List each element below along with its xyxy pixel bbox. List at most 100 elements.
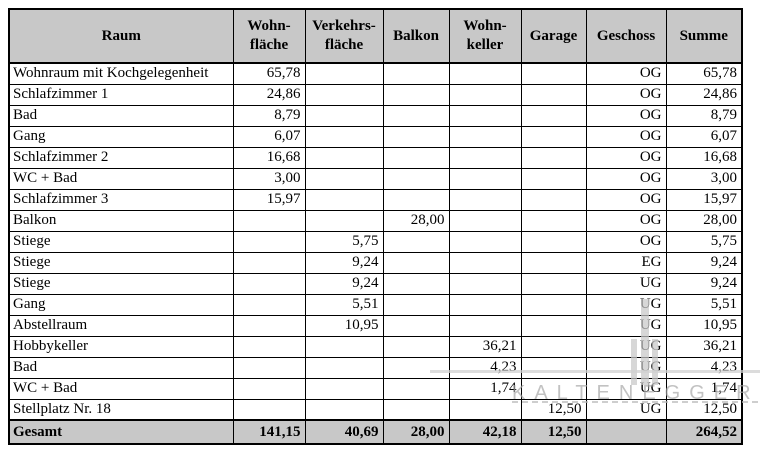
col-header-verkehrsflaeche: Verkehrs- fläche (304, 8, 384, 64)
cell-summe: 24,86 (665, 83, 743, 106)
cell-balkon (382, 251, 450, 274)
total-row: Gesamt 141,15 40,69 28,00 42,18 12,50 26… (8, 419, 743, 445)
table-row: Schlafzimmer 2 16,68 OG 16,68 (8, 146, 743, 169)
cell-raum: Bad (8, 104, 234, 127)
cell-wohnkeller (448, 398, 522, 421)
cell-summe: 3,00 (665, 167, 743, 190)
table-row: WC + Bad 3,00 OG 3,00 (8, 167, 743, 190)
cell-garage (520, 251, 587, 274)
table-row: Schlafzimmer 3 15,97 OG 15,97 (8, 188, 743, 211)
cell-wohnkeller (448, 104, 522, 127)
cell-wohnkeller (448, 293, 522, 316)
cell-summe: 10,95 (665, 314, 743, 337)
cell-verkehrsflaeche (304, 167, 384, 190)
cell-summe: 6,07 (665, 125, 743, 148)
cell-raum: Bad (8, 356, 234, 379)
cell-raum: Hobbykeller (8, 335, 234, 358)
room-area-table: Raum Wohn- fläche Verkehrs- fläche Balko… (8, 8, 743, 445)
cell-wohnflaeche (232, 356, 306, 379)
cell-wohnkeller (448, 230, 522, 253)
cell-balkon (382, 335, 450, 358)
table-body: Wohnraum mit Kochgelegenheit 65,78 OG 65,78… (8, 62, 743, 421)
cell-balkon (382, 167, 450, 190)
cell-wohnkeller: 36,21 (448, 335, 522, 358)
cell-raum: Schlafzimmer 2 (8, 146, 234, 169)
cell-wohnflaeche: 15,97 (232, 188, 306, 211)
cell-wohnflaeche: 24,86 (232, 83, 306, 106)
cell-garage (520, 272, 587, 295)
cell-wohnflaeche (232, 335, 306, 358)
cell-balkon (382, 356, 450, 379)
cell-geschoss: OG (585, 209, 667, 232)
table-row: Gang 6,07 OG 6,07 (8, 125, 743, 148)
cell-summe: 15,97 (665, 188, 743, 211)
cell-wohnkeller (448, 125, 522, 148)
cell-verkehrsflaeche: 10,95 (304, 314, 384, 337)
cell-verkehrsflaeche (304, 335, 384, 358)
cell-verkehrsflaeche (304, 62, 384, 85)
cell-wohnflaeche (232, 377, 306, 400)
cell-geschoss: EG (585, 251, 667, 274)
table-footer: Gesamt 141,15 40,69 28,00 42,18 12,50 26… (8, 419, 743, 445)
total-balkon: 28,00 (382, 419, 450, 445)
total-label: Gesamt (8, 419, 234, 445)
cell-wohnkeller (448, 83, 522, 106)
cell-balkon (382, 398, 450, 421)
cell-summe: 12,50 (665, 398, 743, 421)
total-summe: 264,52 (665, 419, 743, 445)
cell-wohnkeller (448, 272, 522, 295)
cell-wohnflaeche (232, 314, 306, 337)
cell-raum: Stiege (8, 230, 234, 253)
cell-wohnkeller (448, 251, 522, 274)
cell-wohnflaeche: 8,79 (232, 104, 306, 127)
cell-geschoss: UG (585, 272, 667, 295)
cell-summe: 9,24 (665, 272, 743, 295)
cell-verkehrsflaeche (304, 188, 384, 211)
table-row: Wohnraum mit Kochgelegenheit 65,78 OG 65,78 (8, 62, 743, 85)
cell-balkon (382, 230, 450, 253)
cell-summe: 8,79 (665, 104, 743, 127)
cell-wohnkeller: 4,23 (448, 356, 522, 379)
cell-garage (520, 335, 587, 358)
cell-geschoss: UG (585, 377, 667, 400)
table-row: Stiege 5,75 OG 5,75 (8, 230, 743, 253)
cell-geschoss: UG (585, 293, 667, 316)
table-row: Gang 5,51 UG 5,51 (8, 293, 743, 316)
cell-summe: 1,74 (665, 377, 743, 400)
cell-balkon (382, 188, 450, 211)
cell-garage (520, 83, 587, 106)
cell-wohnflaeche: 3,00 (232, 167, 306, 190)
cell-geschoss: OG (585, 188, 667, 211)
cell-geschoss: OG (585, 167, 667, 190)
cell-verkehrsflaeche (304, 125, 384, 148)
cell-summe: 65,78 (665, 62, 743, 85)
cell-wohnflaeche (232, 272, 306, 295)
table-header: Raum Wohn- fläche Verkehrs- fläche Balko… (8, 8, 743, 64)
cell-wohnflaeche (232, 293, 306, 316)
cell-raum: Schlafzimmer 1 (8, 83, 234, 106)
cell-balkon (382, 83, 450, 106)
table-row: Abstellraum 10,95 UG 10,95 (8, 314, 743, 337)
table-row: Hobbykeller 36,21 UG 36,21 (8, 335, 743, 358)
cell-garage (520, 125, 587, 148)
cell-balkon (382, 293, 450, 316)
cell-wohnflaeche (232, 251, 306, 274)
table-row: Stiege 9,24 UG 9,24 (8, 272, 743, 295)
cell-garage (520, 188, 587, 211)
total-garage: 12,50 (520, 419, 587, 445)
cell-balkon (382, 314, 450, 337)
cell-summe: 9,24 (665, 251, 743, 274)
cell-verkehrsflaeche: 9,24 (304, 251, 384, 274)
col-header-garage: Garage (520, 8, 587, 64)
cell-wohnflaeche: 65,78 (232, 62, 306, 85)
cell-raum: WC + Bad (8, 377, 234, 400)
cell-geschoss: OG (585, 230, 667, 253)
cell-geschoss: OG (585, 146, 667, 169)
cell-geschoss: UG (585, 356, 667, 379)
cell-verkehrsflaeche (304, 83, 384, 106)
cell-verkehrsflaeche: 5,51 (304, 293, 384, 316)
cell-balkon (382, 272, 450, 295)
col-header-geschoss: Geschoss (585, 8, 667, 64)
cell-garage (520, 377, 587, 400)
cell-verkehrsflaeche: 5,75 (304, 230, 384, 253)
